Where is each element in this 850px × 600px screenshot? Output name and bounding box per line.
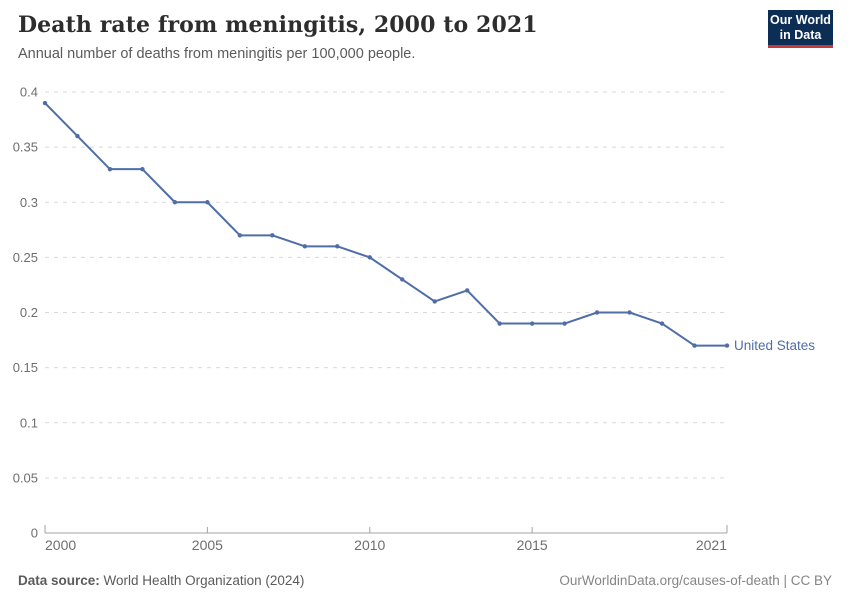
- data-source: Data source: World Health Organization (…: [18, 573, 304, 588]
- chart-header: Death rate from meningitis, 2000 to 2021…: [18, 12, 538, 62]
- chart-footer: Data source: World Health Organization (…: [18, 573, 832, 588]
- chart-subtitle: Annual number of deaths from meningitis …: [18, 46, 416, 62]
- data-points[interactable]: [42, 100, 730, 348]
- y-tick-label: 0.35: [13, 140, 38, 155]
- data-point[interactable]: [270, 233, 275, 238]
- y-tick-label: 0.4: [20, 85, 38, 100]
- series-label[interactable]: United States: [734, 338, 815, 353]
- y-axis-labels: 0 0.05 0.1 0.15 0.2 0.25 0.3 0.35 0.4: [13, 85, 38, 541]
- x-tick-label: 2005: [192, 537, 223, 553]
- y-tick-label: 0.3: [20, 195, 38, 210]
- x-tick-label: 2021: [696, 537, 727, 553]
- owid-logo-line1: Our World: [770, 12, 831, 27]
- x-tick-label: 2000: [45, 537, 76, 553]
- data-point[interactable]: [529, 321, 535, 326]
- data-point[interactable]: [562, 321, 567, 326]
- data-point[interactable]: [302, 244, 308, 249]
- data-point[interactable]: [659, 321, 665, 326]
- y-tick-label: 0.2: [20, 305, 38, 320]
- owid-logo-line2: in Data: [779, 27, 822, 42]
- y-tick-label: 0.1: [20, 415, 38, 430]
- y-tick-label: 0.25: [13, 250, 38, 265]
- data-source-text: World Health Organization (2024): [103, 573, 305, 588]
- data-point[interactable]: [497, 321, 502, 326]
- data-point[interactable]: [594, 310, 600, 315]
- x-axis-labels: 2000 2005 2010 2015 2021: [45, 537, 727, 553]
- x-axis: [44, 525, 728, 534]
- data-point[interactable]: [464, 288, 470, 293]
- y-tick-label: 0.05: [13, 470, 38, 485]
- data-point[interactable]: [724, 343, 730, 348]
- credit-link[interactable]: OurWorldinData.org/causes-of-death | CC …: [559, 573, 832, 588]
- data-point[interactable]: [627, 310, 632, 315]
- data-point[interactable]: [692, 343, 697, 348]
- data-point[interactable]: [172, 200, 178, 205]
- data-point[interactable]: [205, 200, 210, 205]
- data-point[interactable]: [42, 100, 48, 106]
- data-point[interactable]: [107, 166, 113, 172]
- x-tick-label: 2015: [517, 537, 548, 553]
- data-point[interactable]: [335, 244, 340, 249]
- y-tick-label: 0.15: [13, 360, 38, 375]
- data-point[interactable]: [140, 166, 145, 172]
- data-point[interactable]: [237, 233, 243, 238]
- data-line[interactable]: [44, 102, 728, 347]
- owid-logo[interactable]: Our World in Data: [768, 10, 833, 48]
- data-source-label: Data source:: [18, 573, 100, 588]
- data-point[interactable]: [432, 299, 437, 304]
- y-tick-label: 0: [31, 526, 38, 541]
- data-point[interactable]: [75, 133, 80, 139]
- chart-title: Death rate from meningitis, 2000 to 2021: [18, 12, 538, 38]
- data-point[interactable]: [367, 255, 372, 260]
- x-tick-label: 2010: [354, 537, 385, 553]
- data-point[interactable]: [400, 277, 405, 282]
- y-gridlines: [45, 91, 727, 479]
